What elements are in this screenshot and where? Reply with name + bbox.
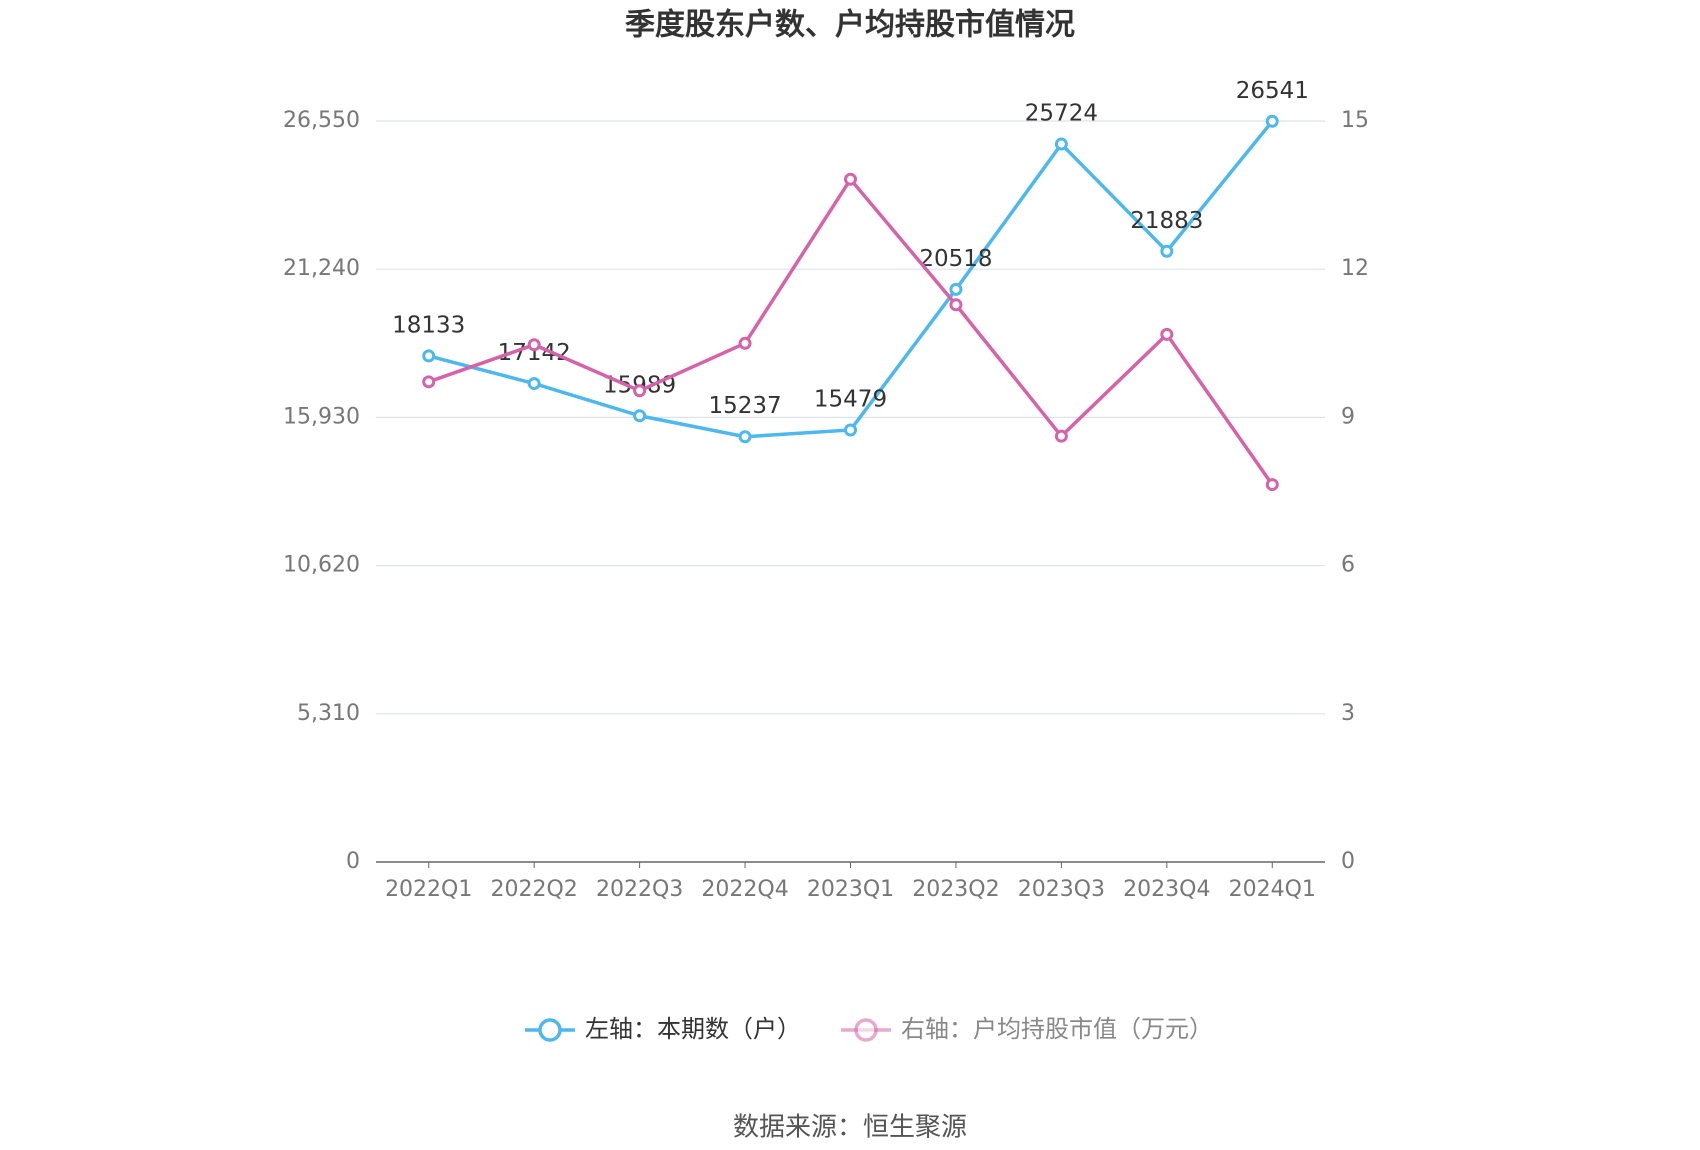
point <box>527 338 541 352</box>
y2-tick-label: 9 <box>1341 404 1355 429</box>
y2-tick-label: 3 <box>1341 701 1355 726</box>
data-label: 26541 <box>1236 78 1309 104</box>
source: 数据来源：恒生聚源 <box>733 1113 967 1143</box>
point <box>1054 137 1068 151</box>
point <box>949 282 963 296</box>
data-label: 15237 <box>708 393 781 419</box>
x-tick-label: 2023Q4 <box>1123 877 1210 902</box>
point <box>949 298 963 312</box>
data-label: 20518 <box>919 246 992 272</box>
x-tick-label: 2023Q1 <box>807 877 894 902</box>
legend-marker <box>538 1018 562 1042</box>
x-tick-label: 2022Q1 <box>385 877 472 902</box>
point <box>1160 327 1174 341</box>
legend-label: 右轴：户均持股市值（万元） <box>901 1015 1213 1043</box>
y-tick-label: 10,620 <box>283 553 360 578</box>
x-tick-label: 2022Q2 <box>491 877 578 902</box>
y-tick-label: 0 <box>346 849 360 874</box>
chart-title: 季度股东户数、户均持股市值情况 <box>625 8 1075 43</box>
point <box>633 384 647 398</box>
y2-tick-label: 6 <box>1341 553 1355 578</box>
point <box>1265 478 1279 492</box>
y2-tick-label: 15 <box>1341 108 1369 133</box>
point <box>527 377 541 391</box>
data-label: 18133 <box>392 312 465 338</box>
x-tick-label: 2023Q3 <box>1018 877 1105 902</box>
legend-marker <box>854 1018 878 1042</box>
x-tick-label: 2023Q2 <box>912 877 999 902</box>
data-label: 15479 <box>814 386 887 412</box>
y-tick-label: 5,310 <box>297 701 360 726</box>
x-tick-label: 2022Q4 <box>701 877 788 902</box>
point <box>738 430 752 444</box>
x-tick-label: 2022Q3 <box>596 877 683 902</box>
data-label: 25724 <box>1025 101 1098 127</box>
y-tick-label: 15,930 <box>283 404 360 429</box>
legend-label: 左轴：本期数（户） <box>585 1015 801 1043</box>
y2-tick-label: 0 <box>1341 849 1355 874</box>
y2-tick-label: 12 <box>1341 256 1369 281</box>
point <box>422 375 436 389</box>
point <box>1160 244 1174 258</box>
point <box>1265 114 1279 128</box>
point <box>738 336 752 350</box>
data-label: 21883 <box>1130 208 1203 234</box>
point <box>633 409 647 423</box>
x-tick-label: 2024Q1 <box>1229 877 1316 902</box>
y-tick-label: 26,550 <box>283 108 360 133</box>
point <box>422 349 436 363</box>
point <box>844 172 857 186</box>
point <box>1054 429 1068 443</box>
y-tick-label: 21,240 <box>283 256 360 281</box>
point <box>844 423 857 437</box>
